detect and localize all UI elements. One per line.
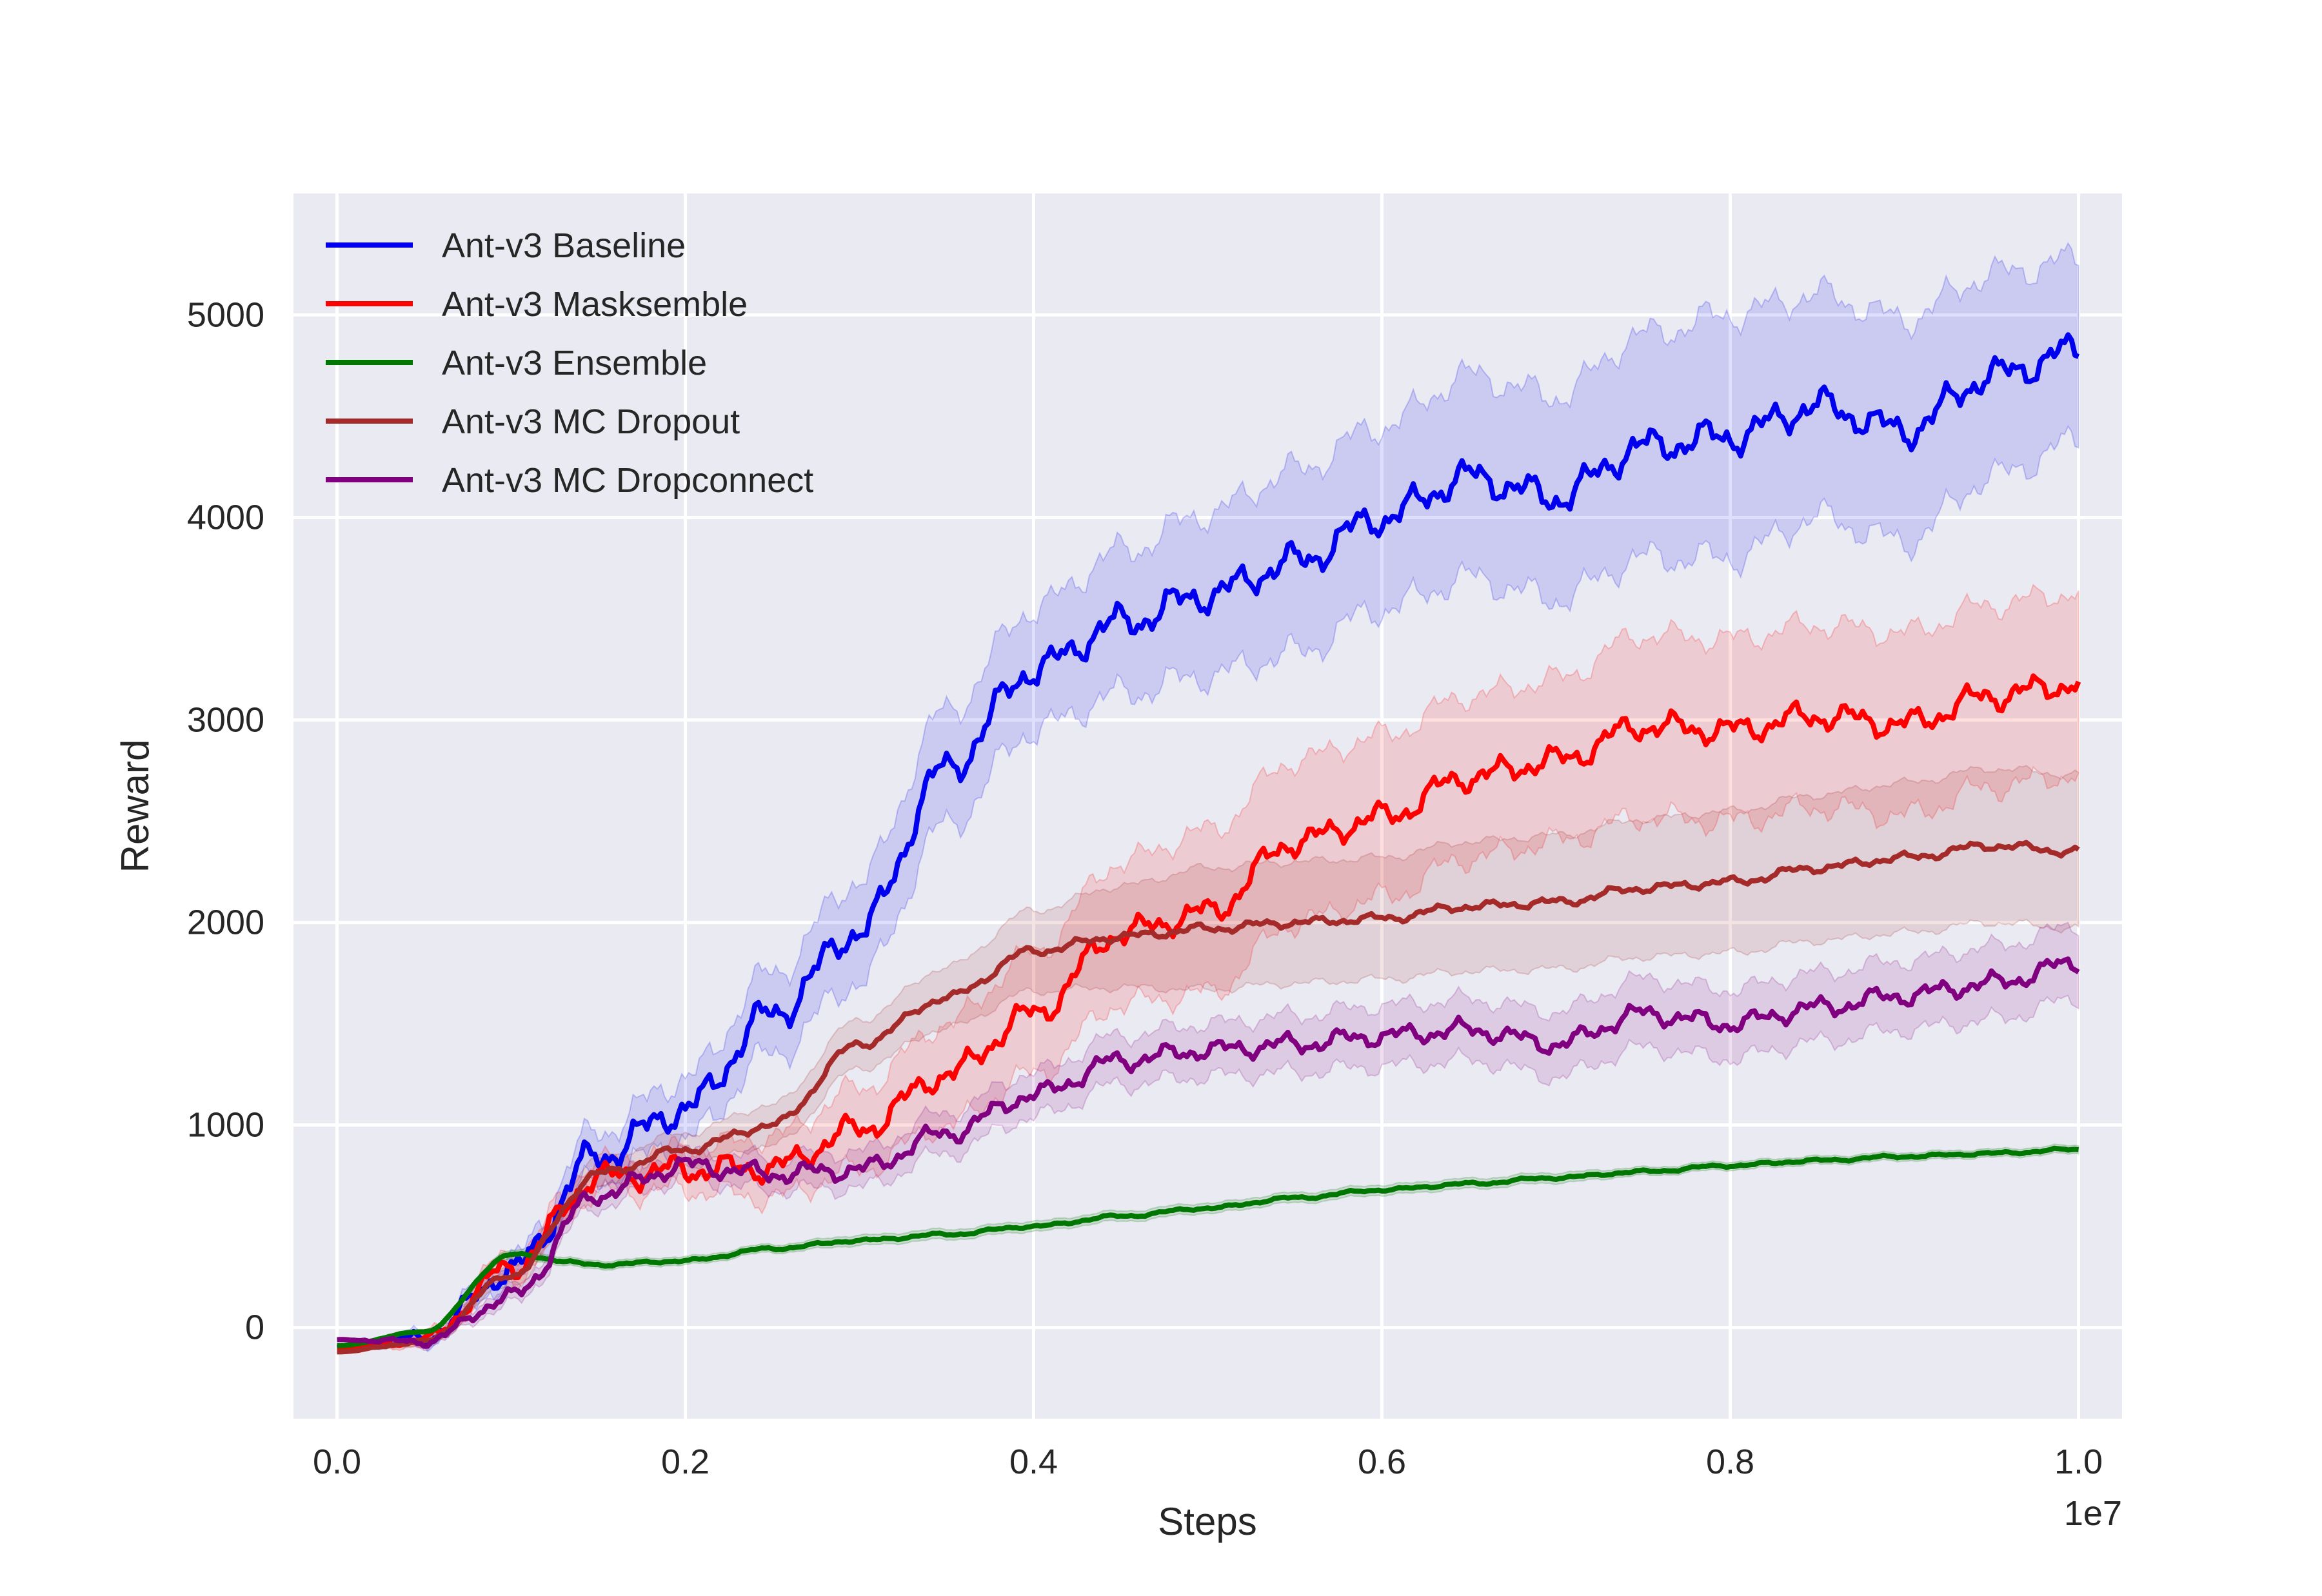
- x-tick-label: 0.8: [1706, 1443, 1754, 1481]
- series-line-0: [337, 332, 2080, 1351]
- x-tick-label: 0.4: [1009, 1443, 1058, 1481]
- y-tick-label: 3000: [187, 701, 264, 740]
- y-tick-label: 5000: [187, 295, 264, 334]
- y-tick-labels: 0 1000 2000 3000 4000 5000: [187, 295, 264, 1346]
- band-4: [337, 921, 2079, 1352]
- x-tick-label: 0.0: [313, 1443, 361, 1481]
- x-tick-label: 0.6: [1358, 1443, 1406, 1481]
- legend-label: Ant-v3 MC Dropout: [442, 402, 740, 441]
- x-tick-label: 0.2: [661, 1443, 710, 1481]
- legend: Ant-v3 Baseline Ant-v3 Masksemble Ant-v3 E…: [326, 226, 813, 500]
- x-offset-label: 1e7: [2064, 1494, 2122, 1533]
- series-lines: [337, 332, 2081, 1355]
- x-axis-label: Steps: [1158, 1500, 1256, 1543]
- y-tick-label: 2000: [187, 903, 264, 942]
- legend-label: Ant-v3 Ensemble: [442, 344, 707, 382]
- x-tick-label: 1.0: [2054, 1443, 2103, 1481]
- y-tick-label: 1000: [187, 1106, 264, 1145]
- legend-label: Ant-v3 MC Dropconnect: [442, 461, 813, 500]
- y-tick-label: 0: [245, 1308, 264, 1347]
- y-axis-label: Reward: [114, 740, 157, 873]
- series-line-4: [337, 956, 2080, 1349]
- legend-label: Ant-v3 Baseline: [442, 226, 686, 265]
- confidence-bands: [337, 242, 2079, 1353]
- legend-label: Ant-v3 Masksemble: [442, 285, 748, 324]
- y-tick-label: 4000: [187, 498, 264, 537]
- series-line-3: [337, 840, 2080, 1355]
- x-tick-labels: 0.0 0.2 0.4 0.6 0.8 1.0: [313, 1443, 2103, 1481]
- series-line-2: [337, 1145, 2079, 1348]
